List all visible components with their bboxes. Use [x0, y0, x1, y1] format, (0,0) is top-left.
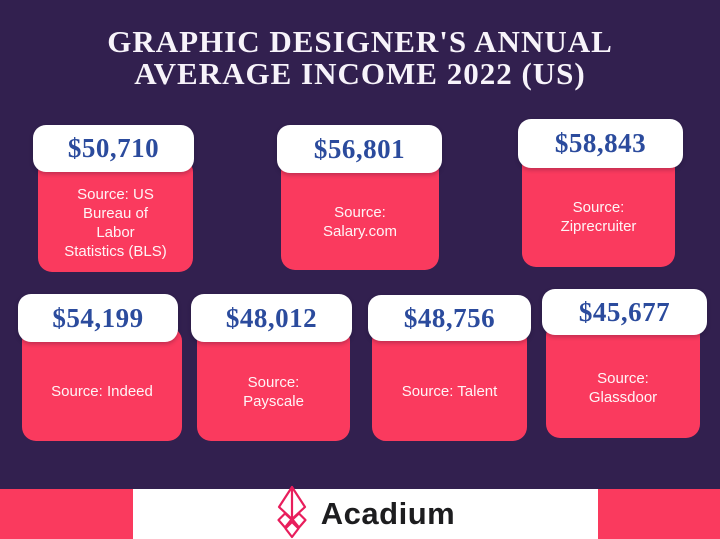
footer-bar: Acadium: [0, 485, 720, 539]
card-amount-panel: $58,843: [518, 119, 683, 168]
source-label: Source: Glassdoor: [588, 369, 658, 406]
salary-amount: $58,843: [554, 128, 647, 158]
card-source-panel: Source: Payscale: [197, 327, 350, 441]
card-amount-panel: $45,677: [542, 289, 707, 335]
page-title: GRAPHIC DESIGNER'S ANNUAL AVERAGE INCOME…: [0, 26, 720, 90]
page-title-line2: AVERAGE INCOME 2022 (US): [134, 56, 586, 91]
page-title-line1: GRAPHIC DESIGNER'S ANNUAL: [107, 24, 613, 59]
salary-amount: $50,710: [67, 133, 160, 163]
card-source-panel: Source: Ziprecruiter: [522, 152, 675, 267]
salary-amount: $48,012: [225, 302, 318, 333]
source-label: Source: Ziprecruiter: [560, 199, 637, 235]
source-label: Source: Talent: [401, 383, 498, 400]
card-source-panel: Source: US Bureau of Labor Statistics (B…: [38, 158, 193, 272]
source-label: Source: US Bureau of Labor Statistics (B…: [64, 185, 167, 260]
card-amount-panel: $54,199: [18, 294, 178, 342]
card-amount-panel: $48,756: [368, 295, 531, 341]
card-amount-panel: $48,012: [191, 294, 352, 342]
card-source-panel: Source: Talent: [372, 327, 527, 441]
salary-amount: $56,801: [313, 133, 406, 164]
card-amount-panel: $56,801: [277, 125, 442, 173]
source-label: Source: Payscale: [243, 373, 304, 410]
salary-amount: $45,677: [578, 296, 671, 327]
source-label: Source: Salary.com: [323, 203, 397, 240]
source-label: Source: Indeed: [51, 383, 153, 400]
salary-amount: $54,199: [52, 302, 144, 333]
salary-amount: $48,756: [403, 302, 496, 333]
acadium-gem-icon: [277, 485, 307, 539]
brand-wordmark: Acadium: [320, 496, 456, 531]
card-source-panel: Source: Indeed: [22, 327, 182, 441]
card-source-panel: Source: Glassdoor: [546, 322, 700, 438]
card-amount-panel: $50,710: [33, 125, 194, 172]
card-source-panel: Source: Salary.com: [281, 158, 439, 270]
brand-plate: Acadium: [133, 485, 598, 539]
